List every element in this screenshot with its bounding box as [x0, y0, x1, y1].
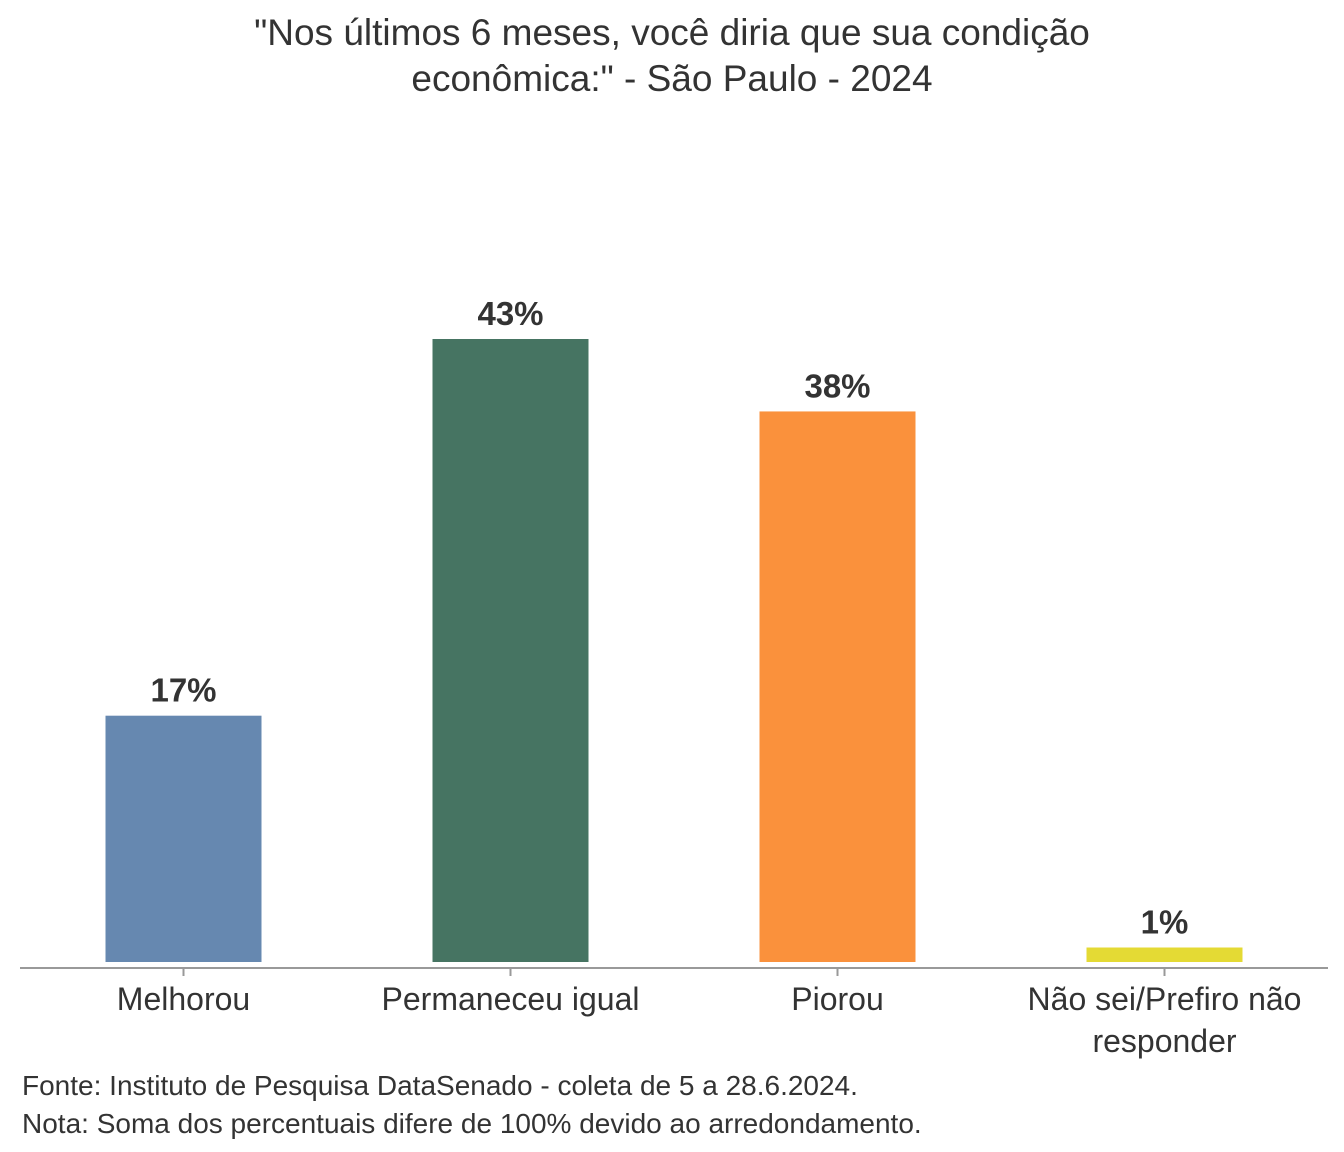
chart-title-line-1: "Nos últimos 6 meses, você diria que sua… [254, 12, 1090, 53]
data-label: 43% [477, 295, 543, 332]
x-tick-label: Não sei/Prefiro não responder [1028, 981, 1302, 1059]
value-labels-layer: 17% 43% 38% 1% [150, 295, 1188, 941]
source-note: Fonte: Instituto de Pesquisa DataSenado … [22, 1070, 858, 1101]
chart-title: "Nos últimos 6 meses, você diria que sua… [0, 10, 1344, 102]
bar [105, 715, 262, 962]
bar [432, 339, 589, 962]
rounding-note: Nota: Soma dos percentuais difere de 100… [22, 1108, 922, 1139]
bars-layer [105, 339, 1243, 962]
x-tick-label: Permaneceu igual [382, 981, 640, 1017]
footer: Fonte: Instituto de Pesquisa DataSenado … [22, 1067, 922, 1143]
data-label: 38% [804, 367, 870, 404]
chart-title-line-2: econômica:" - São Paulo - 2024 [411, 58, 933, 99]
data-label: 1% [1141, 904, 1189, 941]
x-tick-label: Piorou [791, 981, 884, 1017]
data-label: 17% [150, 672, 216, 709]
bar [1086, 947, 1243, 962]
bar [759, 411, 916, 962]
x-axis: Melhorou Permaneceu igual Piorou Não sei/Pr… [20, 967, 1328, 1059]
x-tick-label: Melhorou [117, 981, 250, 1017]
